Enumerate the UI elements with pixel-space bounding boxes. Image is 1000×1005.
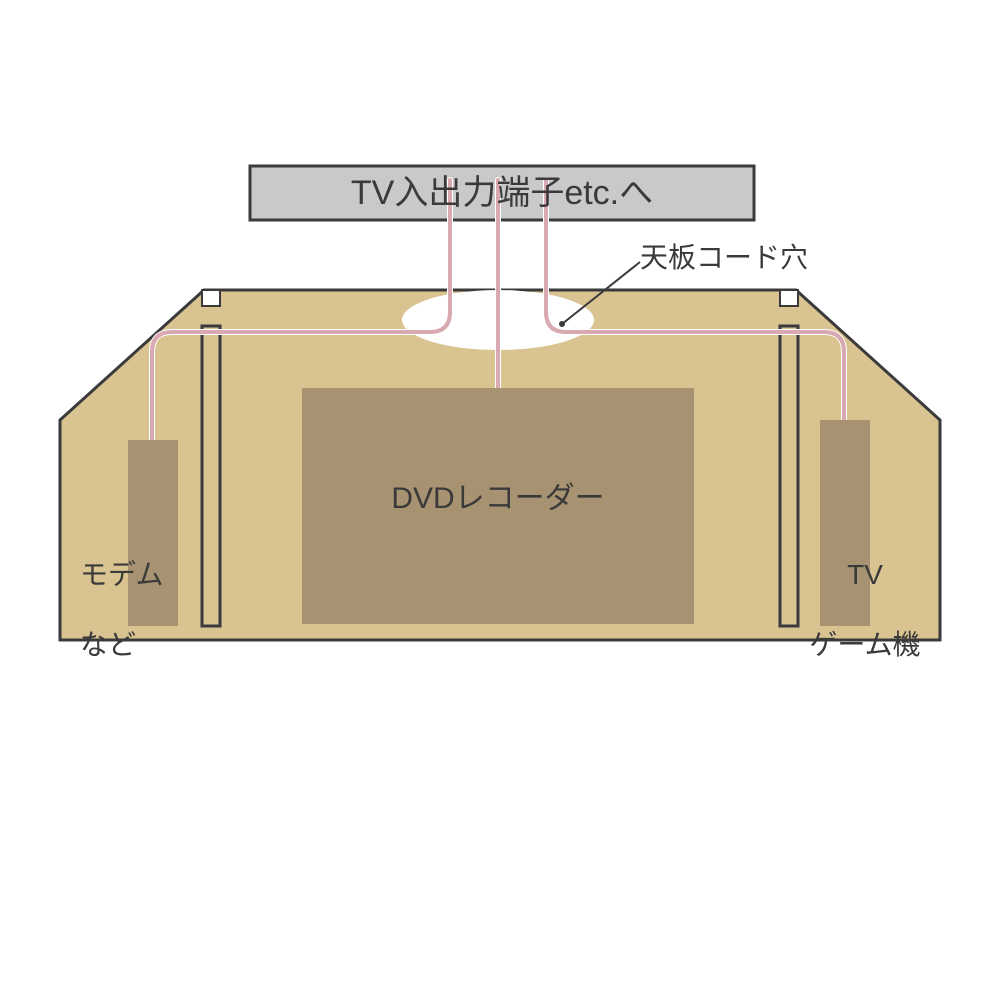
- top-notch-left: [202, 290, 220, 306]
- modem-label-line1: モデム: [80, 559, 163, 590]
- dvd-label: DVDレコーダー: [302, 480, 694, 518]
- game-label: TV ゲーム機: [790, 522, 940, 662]
- cord-hole-label: 天板コード穴: [640, 240, 850, 275]
- game-label-line1: TV: [847, 559, 883, 590]
- cord-hole-leader-dot: [559, 321, 565, 327]
- game-label-line2: ゲーム機: [809, 629, 920, 660]
- tv-terminal-label: TV入出力端子etc.へ: [250, 172, 754, 215]
- modem-label-line2: など: [80, 629, 136, 660]
- top-notch-right: [780, 290, 798, 306]
- modem-label: モデム など: [80, 522, 210, 662]
- diagram-canvas: TV入出力端子etc.へ 天板コード穴 DVDレコーダー モデム など TV ゲ…: [0, 0, 1000, 1000]
